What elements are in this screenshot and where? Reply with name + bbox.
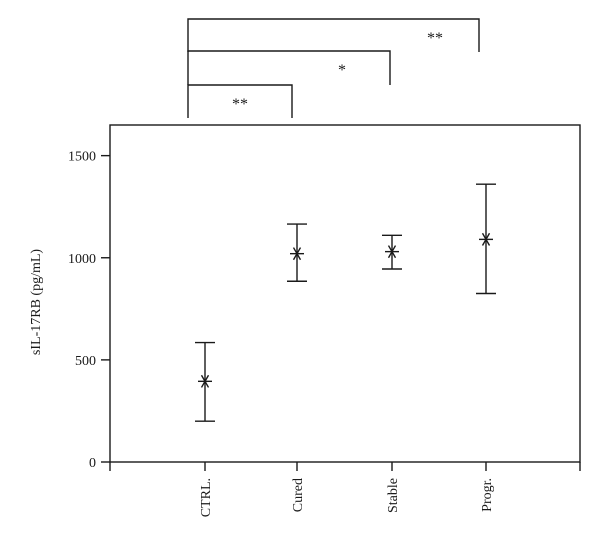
marker-stroke — [481, 232, 491, 246]
significance-label: * — [338, 62, 346, 79]
mean-marker — [290, 247, 304, 261]
y-axis-label: sIL-17RB (pg/mL) — [29, 249, 44, 355]
marker-stroke — [387, 245, 397, 259]
significance-label: ** — [427, 30, 443, 47]
plot-frame — [109, 124, 581, 463]
x-tick-label: CTRL. — [199, 478, 214, 517]
marker-stroke — [200, 374, 210, 388]
x-tick-label: Cured — [291, 478, 306, 512]
mean-marker — [198, 374, 212, 388]
x-tick-label: Stable — [386, 478, 401, 513]
y-tick-label: 1500 — [68, 150, 96, 165]
mean-marker — [479, 232, 493, 246]
data-group — [195, 183, 496, 422]
significance-bracket — [187, 84, 293, 118]
tick-group: 0 500 1000 1500 CTRL. Cured Stable Progr. — [68, 150, 581, 517]
mean-marker — [385, 245, 399, 259]
marker-stroke — [292, 247, 302, 261]
y-tick-label: 0 — [89, 456, 96, 471]
significance-bracket — [187, 50, 391, 85]
x-tick-label: Progr. — [480, 478, 495, 512]
y-tick-label: 1000 — [68, 252, 96, 267]
significance-bracket — [187, 18, 480, 52]
y-tick-label: 500 — [75, 354, 96, 369]
significance-group: ***** — [187, 18, 480, 118]
significance-label: ** — [232, 96, 248, 113]
